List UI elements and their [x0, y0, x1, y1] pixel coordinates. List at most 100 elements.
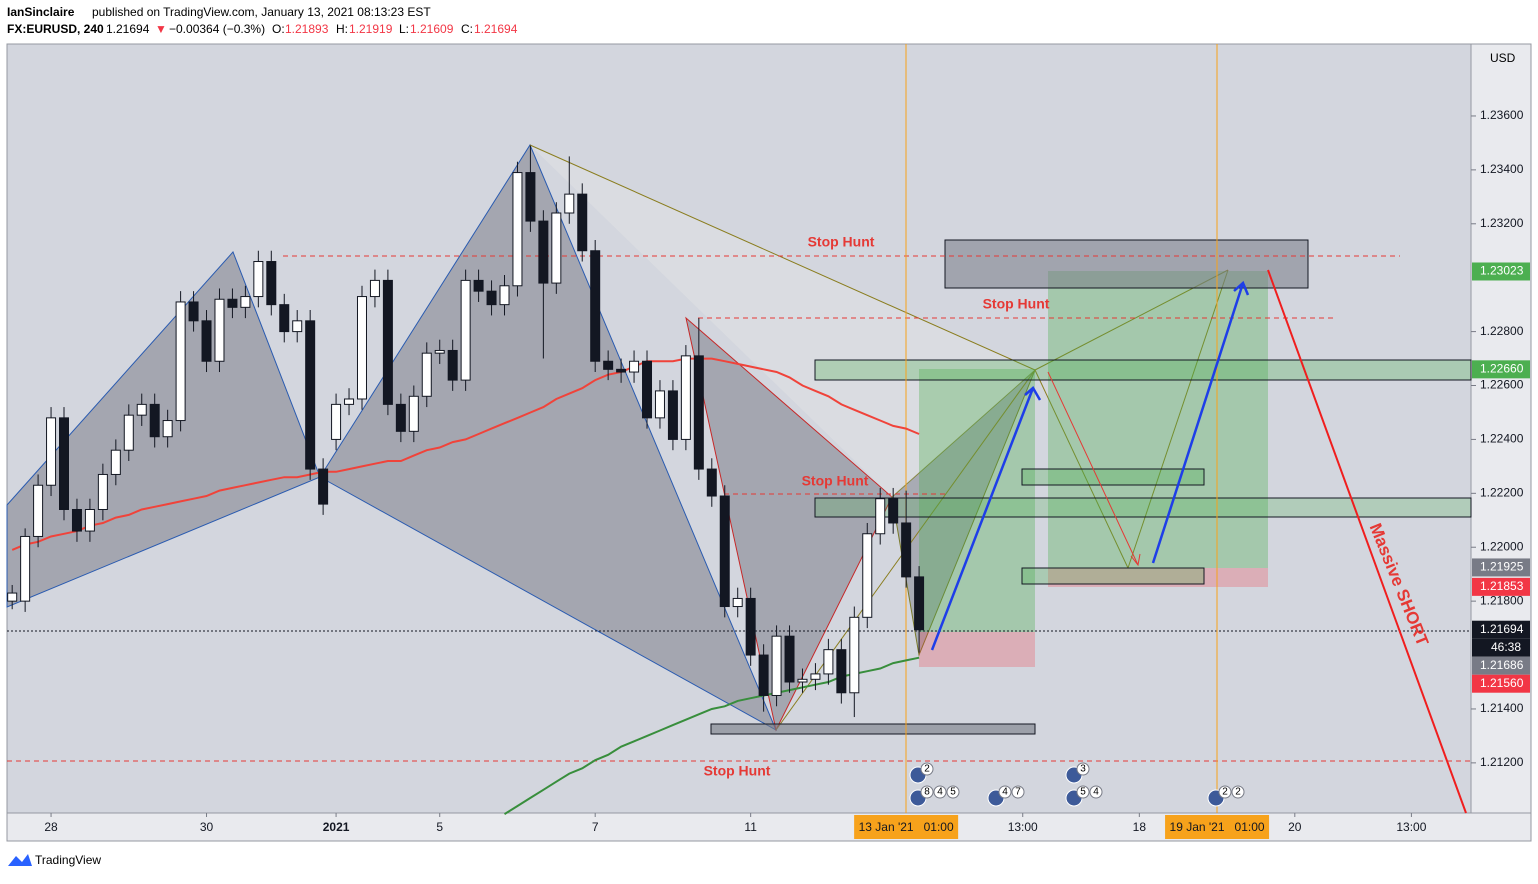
candle-body: [629, 360, 640, 373]
event-badge: [1011, 785, 1025, 799]
low-value: 1.21609: [410, 22, 454, 36]
event-count: 7: [1015, 787, 1021, 798]
candle-body: [849, 616, 860, 694]
price-label: 1.21686: [1480, 658, 1524, 672]
candle-body: [706, 468, 717, 497]
event-badge: [920, 785, 934, 799]
candle-body: [447, 349, 458, 381]
candle-body: [408, 395, 419, 432]
candle-body: [201, 320, 212, 362]
candle-body: [499, 285, 510, 306]
candle-body: [7, 592, 18, 602]
candle-body: [551, 212, 562, 284]
event-badge: [920, 762, 934, 776]
candle-body: [279, 304, 290, 333]
candle-body: [810, 673, 821, 680]
candle-body: [888, 498, 899, 524]
y-tick-label: 1.23600: [1480, 108, 1524, 122]
annotation: Stop Hunt: [808, 234, 875, 250]
candle-body: [136, 403, 147, 416]
event-count: 5: [1080, 787, 1086, 798]
candle-body: [680, 355, 691, 440]
author: IanSinclaire: [7, 5, 75, 19]
y-tick-label: 1.23200: [1480, 216, 1524, 230]
price-label: 1.22660: [1480, 362, 1524, 376]
price-label: 1.23023: [1480, 264, 1524, 278]
event-count: 4: [1093, 787, 1099, 798]
candle-body: [266, 261, 277, 306]
candle-body: [758, 654, 769, 696]
candle-body: [331, 403, 342, 440]
published: published on TradingView.com, January 13…: [92, 5, 431, 19]
candle-body: [525, 172, 536, 222]
o-label: O:: [272, 22, 285, 36]
candle-body: [97, 473, 108, 510]
date-highlight-label: 19 Jan '21 01:00: [1170, 820, 1265, 834]
candle-body: [188, 301, 199, 322]
price-label-box: [1472, 656, 1530, 675]
event-badge: [1231, 785, 1245, 799]
candle-body: [20, 535, 31, 602]
candle-body: [318, 468, 329, 505]
event-count: 4: [1002, 787, 1008, 798]
y-tick-label: 1.22000: [1480, 539, 1524, 553]
price-label-box: [1472, 360, 1530, 379]
candle-body: [667, 390, 678, 440]
x-tick-label: 11: [744, 820, 757, 834]
candle-body: [577, 193, 588, 252]
y-tick-label: 1.22200: [1480, 485, 1524, 499]
candle-body: [305, 320, 316, 470]
candle-body: [123, 414, 134, 451]
candle-body: [875, 498, 886, 535]
date-highlight-label: 13 Jan '21 01:00: [859, 820, 954, 834]
candle-body: [395, 403, 406, 432]
candle-body: [162, 420, 173, 438]
event-count: 4: [937, 787, 943, 798]
candle-body: [797, 678, 808, 683]
candle-body: [71, 508, 82, 532]
candle-body: [719, 495, 730, 608]
candle-body: [434, 349, 445, 354]
event-badge: [1076, 785, 1090, 799]
y-tick-label: 1.22400: [1480, 432, 1524, 446]
event-count: 8: [924, 787, 930, 798]
candle-body: [292, 320, 303, 333]
candle-body: [421, 352, 432, 397]
candle-body: [784, 635, 795, 683]
candle-body: [382, 279, 393, 405]
x-tick-label: 20: [1288, 820, 1302, 834]
date-highlight: [1165, 815, 1270, 839]
moving-average: [11, 357, 920, 551]
x-tick-label: 2021: [323, 820, 350, 834]
candle-body: [110, 449, 121, 475]
event-badge: [998, 785, 1012, 799]
candle-body: [771, 635, 782, 696]
date-highlight: [854, 815, 959, 839]
candle-body: [823, 649, 834, 675]
event-count: 2: [1222, 787, 1228, 798]
down-arrow: ▼: [155, 22, 167, 36]
candle-body: [732, 597, 743, 608]
candle-body: [84, 508, 95, 532]
high-value: 1.21919: [349, 22, 393, 36]
candle-body: [149, 403, 160, 438]
candle-body: [862, 533, 873, 618]
price-label-box: [1472, 558, 1530, 577]
y-tick-label: 1.21200: [1480, 755, 1524, 769]
price-label: 1.21694: [1480, 622, 1524, 636]
price-label: 1.21853: [1480, 579, 1524, 593]
candle-body: [46, 417, 57, 486]
countdown: 46:38: [1491, 640, 1521, 654]
close-value: 1.21694: [474, 22, 518, 36]
change: −0.00364 (−0.3%): [169, 22, 265, 36]
event-badge: [1218, 785, 1232, 799]
event-badge: [1076, 762, 1090, 776]
countdown-box: [1472, 638, 1530, 657]
y-tick-label: 1.23400: [1480, 162, 1524, 176]
event-count: 5: [950, 787, 956, 798]
event-count: 3: [1080, 764, 1086, 775]
candle-body: [901, 522, 912, 578]
price-label: 1.21560: [1480, 676, 1524, 690]
price-axis: [1470, 43, 1532, 814]
x-tick-label: 13:00: [1396, 820, 1426, 834]
